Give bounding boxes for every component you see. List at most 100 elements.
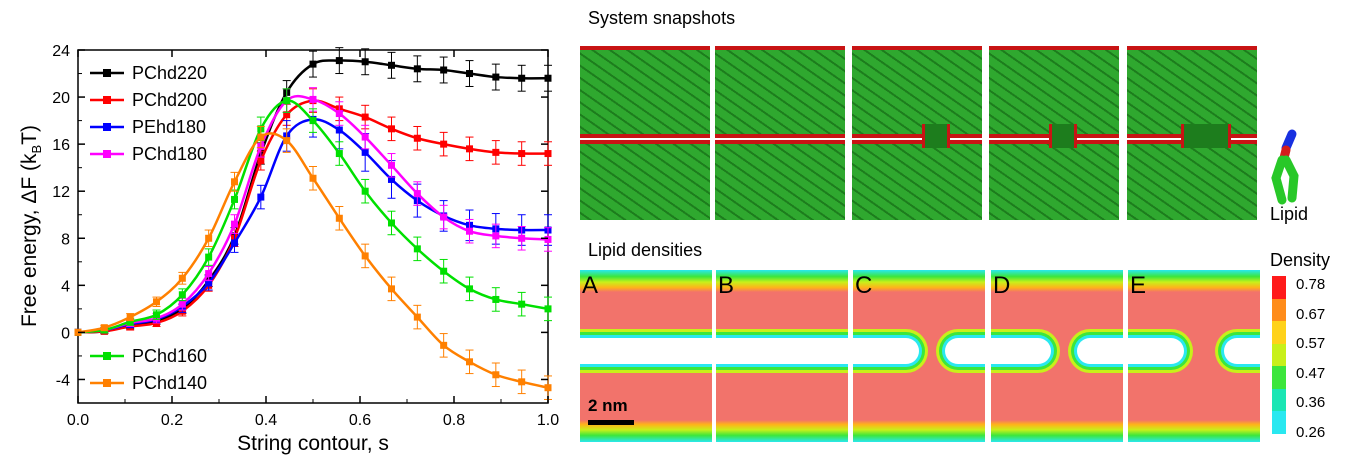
- chart-marks: [74, 47, 552, 400]
- data-point: [231, 178, 239, 186]
- colorbar-swatch: [1272, 343, 1286, 367]
- data-point: [492, 371, 500, 379]
- data-point: [544, 150, 552, 158]
- data-point: [231, 239, 239, 247]
- data-point: [257, 193, 265, 201]
- snapshots-title: System snapshots: [588, 8, 736, 28]
- membrane-leaflet: [580, 46, 710, 138]
- data-point: [361, 148, 369, 156]
- leaflet-edge-bottom: [580, 420, 712, 442]
- colorbar-swatch: [1272, 276, 1286, 300]
- panel-label: A: [582, 272, 599, 299]
- panel-label: E: [1130, 272, 1147, 299]
- data-point: [205, 234, 213, 242]
- leaflet-edge-top: [1128, 270, 1260, 292]
- density-panel: D: [991, 270, 1123, 442]
- membrane-leaflet: [580, 140, 710, 220]
- data-point: [518, 378, 526, 386]
- data-point: [387, 175, 395, 183]
- legend-label: PChd160: [132, 346, 207, 366]
- data-point: [413, 134, 421, 142]
- data-point: [518, 234, 526, 242]
- membrane-leaflet: [852, 140, 982, 220]
- data-point: [466, 70, 474, 78]
- membrane-leaflet: [1127, 140, 1257, 220]
- data-point: [387, 285, 395, 293]
- panel-label: D: [993, 272, 1011, 299]
- y-axis-label: Free energy, ΔF (kBT): [18, 125, 44, 327]
- data-point: [492, 148, 500, 156]
- membrane-leaflet: [715, 46, 845, 138]
- leaflet-edge-bottom: [1128, 420, 1260, 442]
- y-tick-label: 24: [52, 43, 70, 60]
- data-point: [361, 133, 369, 141]
- legend-label: PChd220: [132, 63, 207, 83]
- colorbar-swatch: [1272, 321, 1286, 345]
- x-tick-label: 0.2: [161, 412, 183, 429]
- data-point: [361, 252, 369, 260]
- colorbar-tick-label: 0.47: [1296, 364, 1326, 382]
- data-point: [178, 300, 186, 308]
- data-point: [466, 285, 474, 293]
- data-point: [309, 117, 317, 125]
- colorbar-swatch: [1272, 366, 1286, 390]
- data-point: [492, 232, 500, 240]
- data-point: [466, 145, 474, 153]
- y-tick-label: -4: [56, 372, 70, 389]
- data-point: [178, 291, 186, 299]
- data-point: [440, 213, 448, 221]
- data-point: [231, 220, 239, 228]
- data-point: [387, 61, 395, 69]
- water-pocket-left: [991, 338, 1051, 364]
- density-panel: B: [716, 270, 848, 442]
- lipid-molecule-icon: [1271, 129, 1299, 205]
- data-point: [387, 125, 395, 133]
- data-point: [126, 318, 134, 326]
- leaflet-edge-top: [853, 270, 985, 292]
- water-gap: [580, 338, 712, 364]
- data-point: [440, 66, 448, 74]
- stalk-connection: [1049, 124, 1077, 148]
- legend-marker: [103, 379, 111, 387]
- stalk-connection: [922, 124, 950, 148]
- lipid-tail-left-shape: [1271, 155, 1287, 205]
- data-point: [518, 74, 526, 82]
- data-point: [152, 298, 160, 306]
- data-point: [178, 274, 186, 282]
- water-pocket-left: [1128, 338, 1184, 364]
- data-point: [387, 161, 395, 169]
- snapshot-panel: [715, 46, 845, 220]
- data-point: [544, 235, 552, 243]
- data-point: [283, 97, 291, 105]
- colorbar-tick-label: 0.78: [1296, 276, 1326, 293]
- y-tick-label: 8: [61, 231, 70, 248]
- y-tick-label: 0: [61, 325, 70, 342]
- data-point: [492, 73, 500, 81]
- densities-title: Lipid densities: [588, 240, 703, 260]
- data-point: [492, 295, 500, 303]
- legend-marker: [103, 96, 111, 104]
- snapshot-panel: [1127, 46, 1257, 220]
- data-point: [309, 95, 317, 103]
- membrane-leaflet: [1127, 46, 1257, 138]
- x-tick-label: 0.4: [255, 412, 277, 429]
- data-point: [257, 133, 265, 141]
- y-tick-label: 4: [61, 278, 70, 295]
- y-tick-label: 16: [52, 137, 70, 154]
- data-point: [466, 358, 474, 366]
- colorbar-tick-label: 0.67: [1296, 305, 1326, 323]
- data-point: [544, 305, 552, 313]
- density-panel: A: [580, 270, 712, 442]
- data-point: [544, 74, 552, 82]
- data-point: [309, 60, 317, 68]
- legend: PChd220 PChd200 PEhd180 PChd180 PChd160 PChd1…: [90, 63, 207, 393]
- lipid-tail-right-shape: [1281, 155, 1299, 203]
- leaflet-edge-top: [716, 270, 848, 292]
- density-panel: E: [1128, 270, 1260, 442]
- series-PChd140: [74, 125, 552, 400]
- series-PChd160: [74, 88, 552, 336]
- water-gap: [716, 338, 848, 364]
- data-point: [126, 313, 134, 321]
- legend-label: PChd180: [132, 144, 207, 164]
- data-point: [361, 113, 369, 121]
